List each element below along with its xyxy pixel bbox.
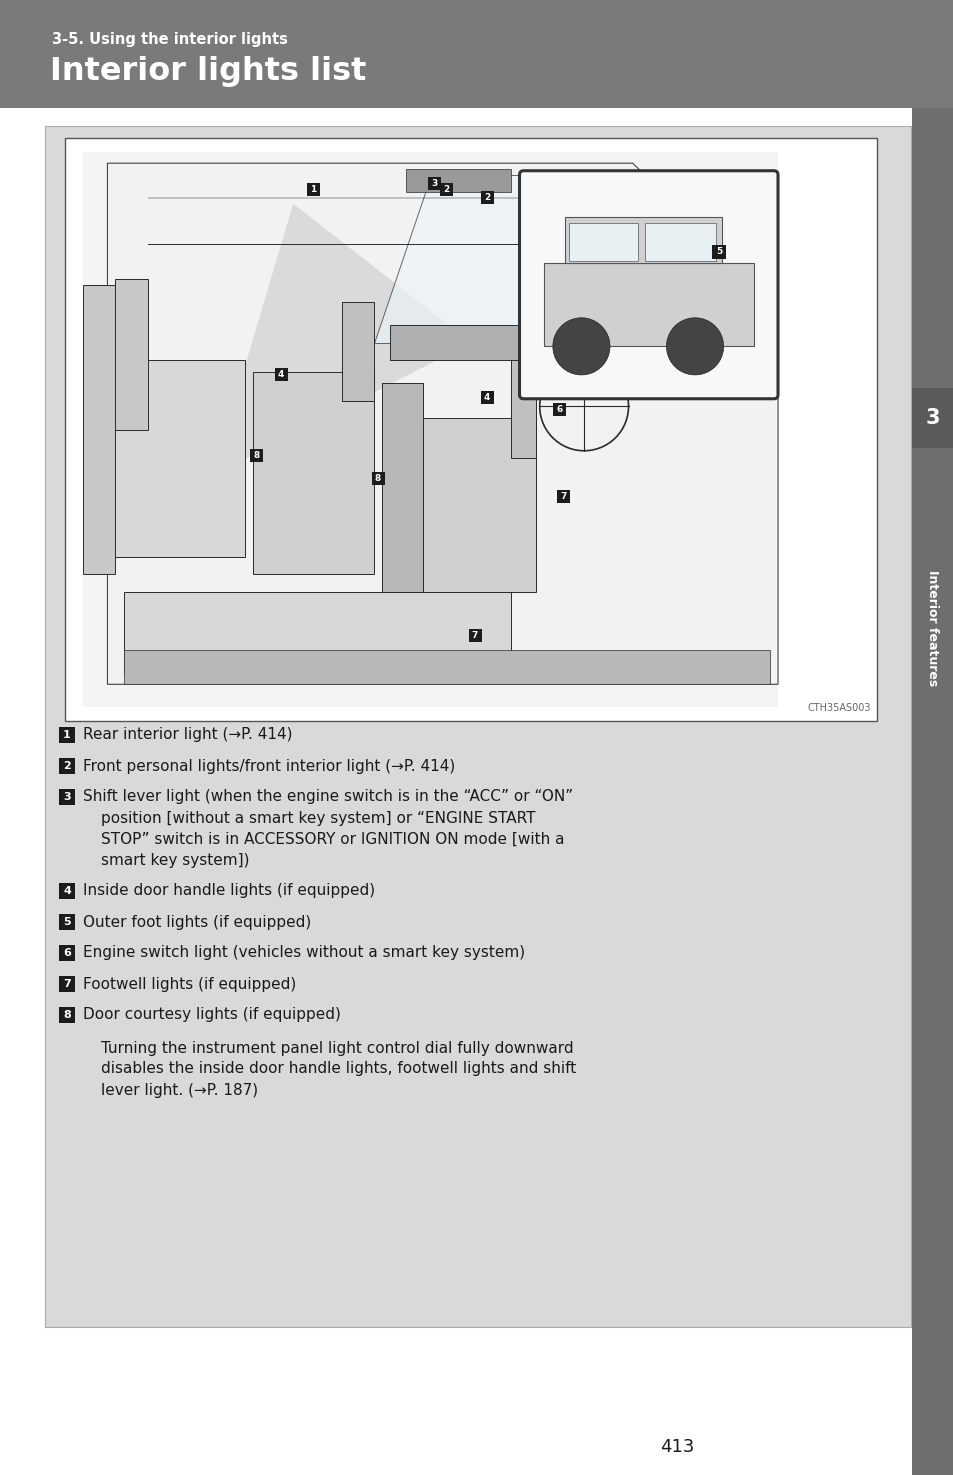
Text: 4: 4 xyxy=(483,394,490,403)
Text: 2: 2 xyxy=(63,761,71,771)
Polygon shape xyxy=(543,263,753,347)
Text: disables the inside door handle lights, footwell lights and shift: disables the inside door handle lights, … xyxy=(101,1062,576,1077)
Text: Turning the instrument panel light control dial fully downward: Turning the instrument panel light contr… xyxy=(101,1040,573,1056)
Bar xyxy=(468,628,481,642)
Polygon shape xyxy=(115,279,148,429)
Text: Rear interior light (→P. 414): Rear interior light (→P. 414) xyxy=(83,727,293,742)
Bar xyxy=(59,789,75,805)
Bar xyxy=(59,914,75,931)
Bar xyxy=(274,367,287,381)
Bar xyxy=(59,1007,75,1024)
Text: position [without a smart key system] or “ENGINE START: position [without a smart key system] or… xyxy=(101,810,535,826)
Polygon shape xyxy=(83,285,115,574)
Text: 3-5. Using the interior lights: 3-5. Using the interior lights xyxy=(52,32,288,47)
Text: Shift lever light (when the engine switch is in the “ACC” or “ON”: Shift lever light (when the engine switc… xyxy=(83,789,573,804)
Text: 413: 413 xyxy=(659,1438,694,1456)
Text: 2: 2 xyxy=(443,184,450,193)
Text: 4: 4 xyxy=(277,370,284,379)
Text: Inside door handle lights (if equipped): Inside door handle lights (if equipped) xyxy=(83,884,375,898)
Text: 1: 1 xyxy=(310,184,316,193)
Text: 8: 8 xyxy=(63,1010,71,1021)
Bar xyxy=(59,976,75,993)
Polygon shape xyxy=(124,649,769,684)
Polygon shape xyxy=(115,360,245,558)
Bar xyxy=(553,403,566,416)
Polygon shape xyxy=(644,223,716,261)
Polygon shape xyxy=(568,223,638,261)
Text: 7: 7 xyxy=(560,491,566,500)
Text: 1: 1 xyxy=(63,730,71,740)
Text: Interior features: Interior features xyxy=(925,569,939,686)
Bar xyxy=(83,152,778,708)
Text: 3: 3 xyxy=(924,409,940,428)
Bar xyxy=(0,0,953,108)
Bar xyxy=(428,177,440,190)
Bar xyxy=(45,125,910,1328)
Polygon shape xyxy=(341,302,374,401)
Bar xyxy=(711,245,725,258)
Text: smart key system]): smart key system]) xyxy=(101,853,250,867)
Text: lever light. (→P. 187): lever light. (→P. 187) xyxy=(101,1083,258,1097)
Polygon shape xyxy=(666,317,723,375)
Bar xyxy=(59,945,75,962)
Polygon shape xyxy=(253,372,374,574)
Bar xyxy=(911,388,953,448)
Text: Interior lights list: Interior lights list xyxy=(50,56,366,87)
Polygon shape xyxy=(213,204,471,476)
Text: 3: 3 xyxy=(431,178,437,187)
Bar xyxy=(557,490,570,503)
Text: Door courtesy lights (if equipped): Door courtesy lights (if equipped) xyxy=(83,1007,340,1022)
Bar xyxy=(911,108,953,1475)
Text: Front personal lights/front interior light (→P. 414): Front personal lights/front interior lig… xyxy=(83,758,455,773)
Text: 2: 2 xyxy=(483,193,490,202)
Bar xyxy=(65,139,876,721)
Text: 4: 4 xyxy=(63,886,71,895)
Polygon shape xyxy=(564,217,721,263)
Polygon shape xyxy=(390,326,769,360)
Text: 5: 5 xyxy=(63,917,71,926)
Text: Outer foot lights (if equipped): Outer foot lights (if equipped) xyxy=(83,914,311,929)
Text: Footwell lights (if equipped): Footwell lights (if equipped) xyxy=(83,976,296,991)
Polygon shape xyxy=(422,417,535,591)
Text: 8: 8 xyxy=(375,475,381,484)
Bar xyxy=(59,758,75,774)
Text: CTH35AS003: CTH35AS003 xyxy=(806,704,870,712)
Bar xyxy=(59,884,75,898)
Text: 7: 7 xyxy=(63,979,71,990)
Text: 6: 6 xyxy=(557,404,562,413)
Polygon shape xyxy=(511,360,535,459)
Bar xyxy=(480,391,493,404)
Polygon shape xyxy=(406,170,511,192)
Text: 8: 8 xyxy=(253,451,260,460)
Polygon shape xyxy=(382,384,422,591)
Polygon shape xyxy=(124,591,511,673)
Bar xyxy=(480,192,493,205)
Polygon shape xyxy=(553,317,609,375)
Text: STOP” switch is in ACCESSORY or IGNITION ON mode [with a: STOP” switch is in ACCESSORY or IGNITION… xyxy=(101,832,564,847)
Polygon shape xyxy=(374,174,632,342)
Bar xyxy=(371,472,384,485)
Text: 6: 6 xyxy=(63,948,71,957)
Bar xyxy=(439,183,453,196)
Text: Engine switch light (vehicles without a smart key system): Engine switch light (vehicles without a … xyxy=(83,945,524,960)
Text: 5: 5 xyxy=(715,248,721,257)
Bar xyxy=(307,183,319,196)
FancyBboxPatch shape xyxy=(519,171,778,398)
Text: 3: 3 xyxy=(63,792,71,802)
Bar xyxy=(59,727,75,743)
Bar xyxy=(250,448,263,462)
Polygon shape xyxy=(108,164,778,684)
Text: 7: 7 xyxy=(472,630,477,640)
